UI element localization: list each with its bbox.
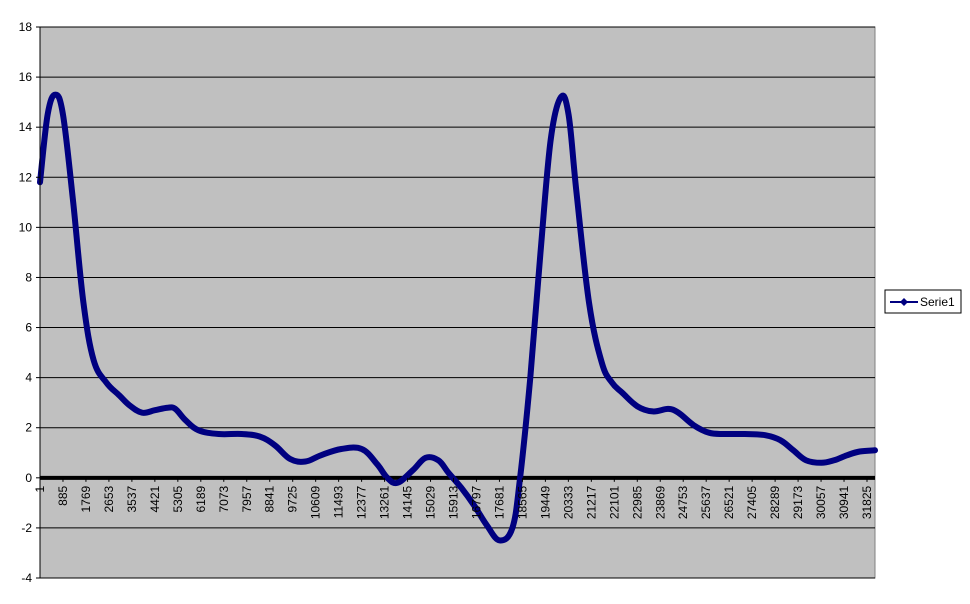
x-tick-label: 1769 [79,485,93,512]
y-tick-label: 6 [25,321,32,335]
x-tick-label: 24753 [676,485,690,519]
y-tick-label: -2 [21,521,32,535]
x-tick-label: 4421 [148,485,162,512]
legend-marker-icon [900,298,908,306]
x-tick-label: 7957 [240,485,254,512]
x-tick-label: 30941 [837,485,851,519]
x-tick-label: 21217 [584,485,598,519]
x-tick-label: 9725 [286,485,300,512]
y-tick-label: 18 [19,20,33,34]
y-axis: -4 -2 0 2 4 6 8 10 12 14 16 18 [19,20,41,585]
x-tick-label: 19449 [538,485,552,519]
x-tick-label: 25637 [699,485,713,519]
x-tick-label: 22985 [630,485,644,519]
x-tick-label: 17681 [492,485,506,519]
legend: Serie1 [884,289,962,314]
x-tick-label: 28289 [768,485,782,519]
x-tick-label: 6189 [194,485,208,512]
x-tick-label: 27405 [745,485,759,519]
legend-box [884,289,962,314]
x-axis: 1 885 1769 2653 3537 4421 5305 6189 7073 7957 8841… [33,477,874,519]
x-tick-label: 23869 [653,485,667,519]
y-tick-label: 4 [25,371,32,385]
x-tick-label: 10609 [309,485,323,519]
legend-label: Serie1 [920,295,955,309]
x-tick-label: 1 [33,485,47,492]
y-tick-label: 0 [25,471,32,485]
x-tick-label: 2653 [102,485,116,512]
y-tick-label: 14 [19,120,33,134]
x-tick-label: 7073 [217,485,231,512]
x-tick-label: 3537 [125,485,139,512]
x-tick-label: 11493 [332,485,346,518]
x-tick-label: 14145 [401,485,415,519]
x-tick-label: 15029 [424,485,438,519]
y-tick-label: -4 [21,571,32,585]
x-tick-label: 30057 [814,485,828,519]
gridlines [40,26,875,579]
x-tick-label: 12377 [355,485,369,519]
y-tick-label: 16 [19,70,33,84]
y-tick-label: 8 [25,270,32,284]
x-tick-label: 31825 [860,485,874,519]
x-tick-label: 5305 [171,485,185,512]
x-tick-label: 18565 [515,485,529,519]
x-tick-label: 29173 [791,485,805,519]
x-tick-label: 8841 [263,485,277,512]
series-line-0 [37,91,878,544]
x-tick-label: 20333 [561,485,575,519]
series-lines [37,91,878,544]
x-tick-label: 13261 [378,485,392,519]
x-tick-label: 16797 [470,485,484,519]
y-tick-label: 2 [25,421,32,435]
y-tick-label: 12 [19,170,33,184]
x-tick-label: 15913 [447,485,461,519]
x-tick-label: 22101 [607,485,621,519]
y-tick-label: 10 [19,220,33,234]
x-tick-label: 885 [56,485,70,505]
x-tick-label: 26521 [722,485,736,519]
